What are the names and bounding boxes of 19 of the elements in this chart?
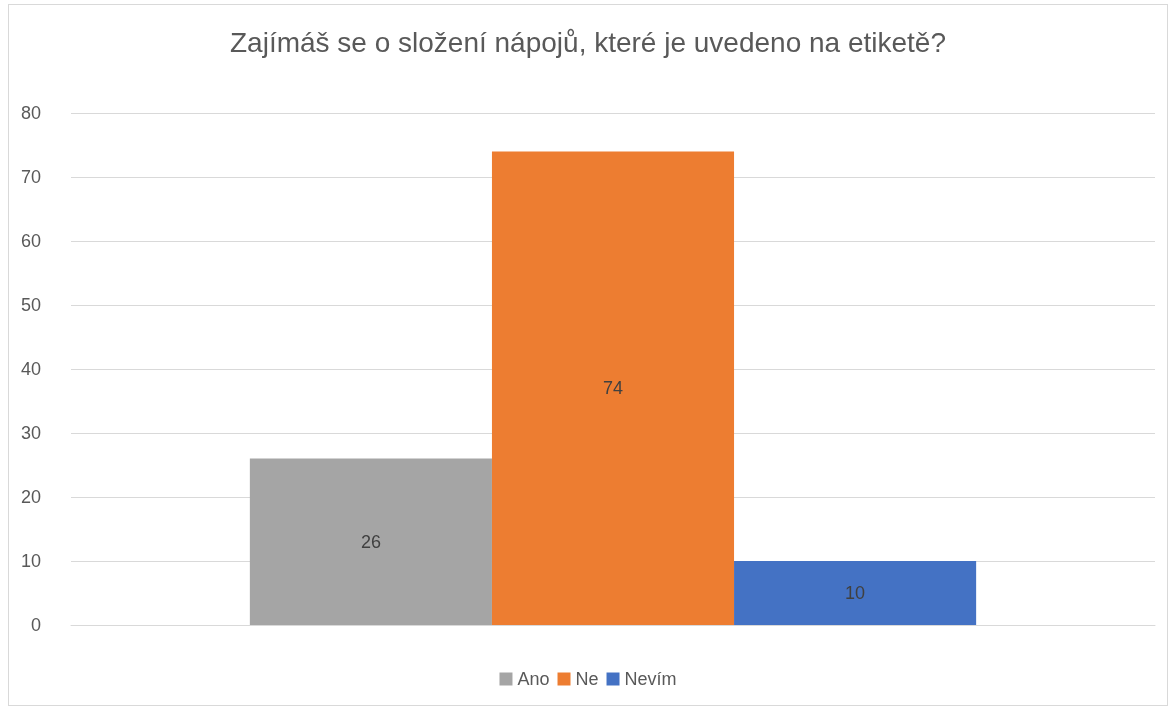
data-label: 10 [845,583,866,603]
chart-title: Zajímáš se o složení nápojů, které je uvedeno na etiketě? [230,26,946,58]
y-tick-label: 0 [30,615,41,635]
y-tick-label: 10 [20,551,41,571]
data-label: 74 [602,378,624,399]
y-tick-label: 20 [20,487,41,507]
bar [734,561,977,625]
y-tick-label: 60 [20,231,41,251]
legend-label: Ne [575,669,599,689]
legend-label: Nevím [624,669,677,689]
y-tick-label: 30 [20,423,41,443]
bar [491,151,735,625]
y-tick-label: 70 [20,167,41,187]
bar [249,458,492,625]
legend-label: Ano [517,669,550,689]
y-tick-label: 80 [20,103,41,123]
data-label: 26 [360,531,381,552]
y-tick-label: 40 [20,359,41,379]
y-tick-label: 50 [20,295,41,315]
